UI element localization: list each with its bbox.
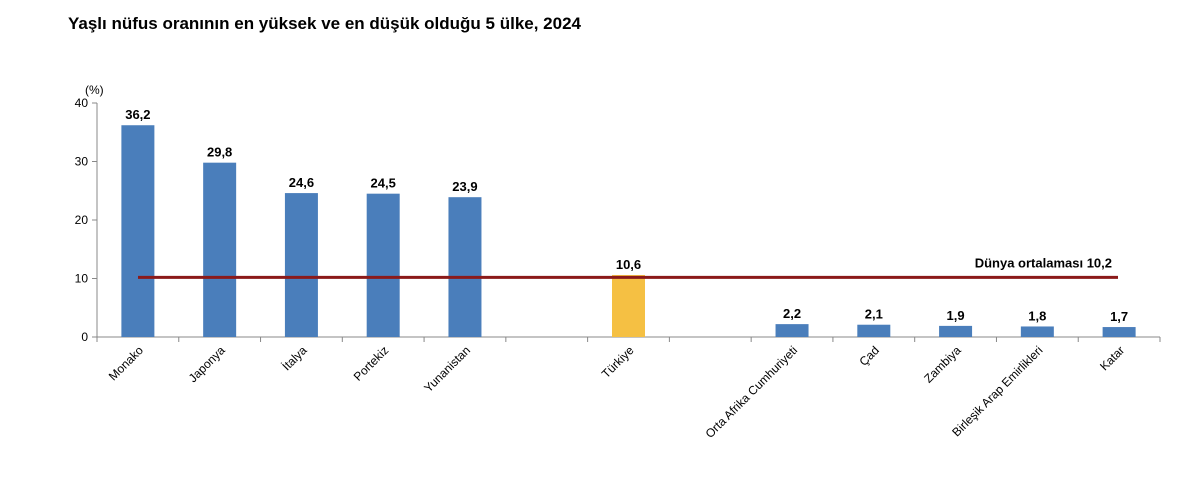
bar [775,324,809,337]
data-label: 23,9 [452,179,477,194]
bar [121,125,155,337]
x-tick-label: İtalya [279,343,309,373]
data-label: 24,6 [289,175,314,190]
bar [284,193,318,337]
bar [939,325,973,337]
x-tick-label: Orta Afrika Cumhuriyeti [703,343,801,441]
bar [448,197,482,337]
y-axis-unit: (%) [85,83,104,97]
bar [612,274,645,337]
data-label: 2,2 [783,306,801,321]
bar [1020,326,1054,337]
data-label: 1,9 [947,308,965,323]
x-tick-label: Zambiya [921,343,964,386]
x-tick-label: Monako [106,343,146,383]
x-tick-label: Çad [856,343,881,368]
data-label: 1,7 [1110,309,1128,324]
data-label: 29,8 [207,145,232,160]
data-label: 10,6 [616,257,641,272]
x-tick-label: Japonya [186,343,228,385]
data-label: 36,2 [125,107,150,122]
reference-line-label: Dünya ortalaması 10,2 [975,255,1112,270]
bar [366,193,400,337]
data-label: 1,8 [1028,308,1046,323]
data-label: 24,5 [371,176,396,191]
bar [1102,327,1136,337]
x-tick-label: Yunanistan [421,343,473,395]
y-tick-label: 10 [75,272,89,286]
x-tick-label: Katar [1097,343,1127,373]
x-tick-label: Türkiye [599,343,637,381]
bar [857,324,891,337]
bar [203,162,237,337]
y-tick-label: 30 [75,155,89,169]
y-tick-label: 0 [81,330,88,344]
x-tick-label: Portekiz [351,343,392,384]
x-tick-label: Birleşik Arap Emirlikleri [949,343,1045,439]
chart-title: Yaşlı nüfus oranının en yüksek ve en düş… [68,14,581,33]
y-tick-label: 20 [75,213,89,227]
data-label: 2,1 [865,307,883,322]
y-tick-label: 40 [75,96,89,110]
